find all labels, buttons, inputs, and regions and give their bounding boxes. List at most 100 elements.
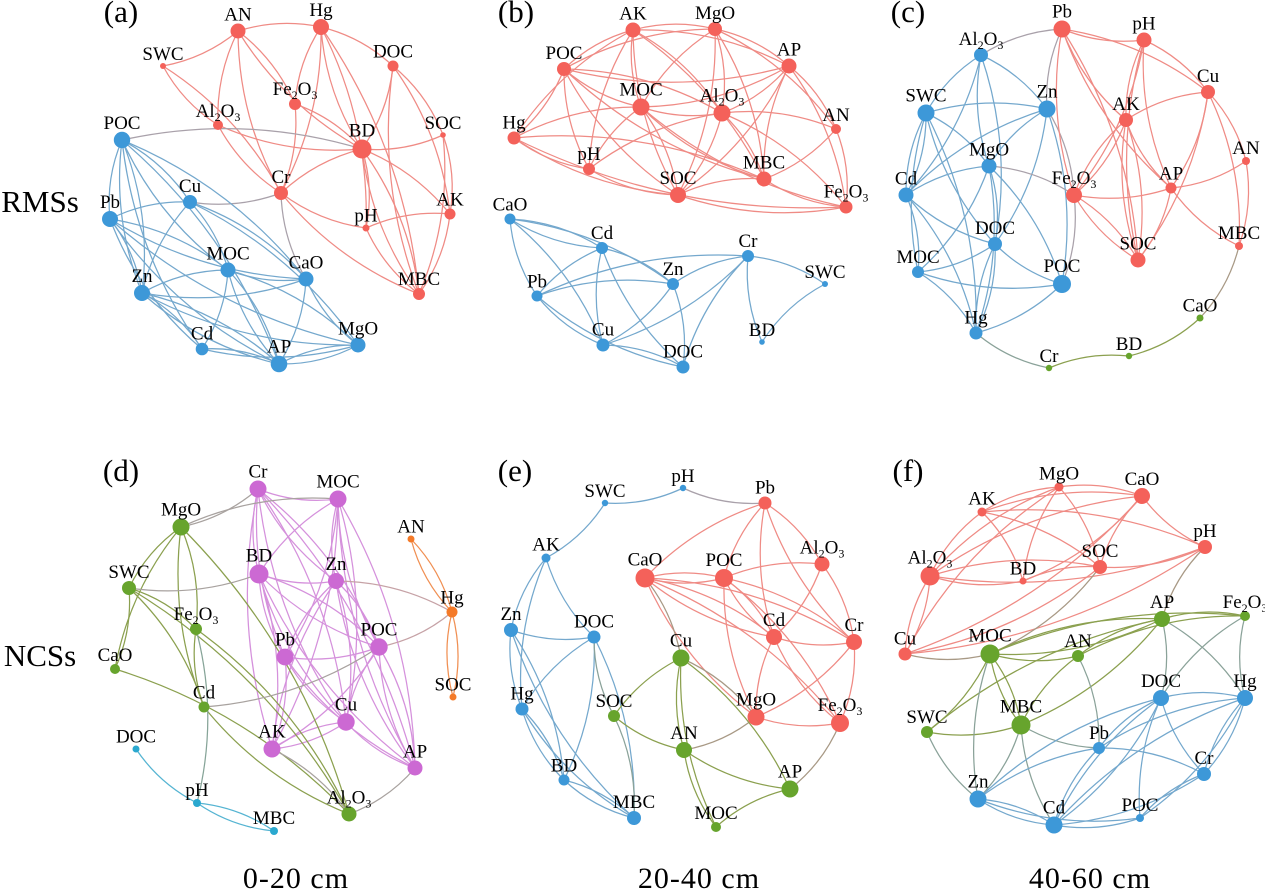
svg-text:SWC: SWC [906,707,947,728]
svg-text:RMSs: RMSs [1,184,79,219]
svg-text:Cu: Cu [179,176,202,197]
svg-text:(c): (c) [891,0,925,29]
svg-text:(e): (e) [498,453,532,488]
svg-text:SWC: SWC [584,481,625,502]
svg-text:SOC: SOC [596,691,633,712]
svg-text:NCSs: NCSs [4,638,76,673]
svg-text:Zn: Zn [500,604,522,625]
svg-text:AN: AN [397,517,425,538]
svg-text:Al2O3: Al2O3 [196,101,241,124]
svg-text:POC: POC [361,619,398,640]
svg-text:MgO: MgO [1039,464,1079,485]
svg-text:CaO: CaO [493,195,528,216]
svg-text:Zn: Zn [131,266,153,287]
svg-text:Fe2O3: Fe2O3 [824,182,869,205]
svg-text:BD: BD [349,121,375,142]
svg-text:DOC: DOC [574,612,614,633]
svg-text:CaO: CaO [1183,296,1218,317]
svg-text:Al2O3: Al2O3 [700,86,745,109]
svg-text:0-20 cm: 0-20 cm [243,862,349,894]
svg-text:AP: AP [403,742,427,763]
svg-text:MOC: MOC [968,626,1011,647]
svg-text:Fe2O3: Fe2O3 [174,604,219,627]
svg-text:Cd: Cd [591,223,614,244]
svg-text:Cr: Cr [845,615,865,636]
svg-text:(d): (d) [103,453,139,488]
svg-text:MOC: MOC [619,80,662,101]
svg-text:SWC: SWC [142,44,183,65]
svg-text:BD: BD [1116,334,1142,355]
svg-text:Al2O3: Al2O3 [959,29,1004,52]
svg-text:BD: BD [551,756,577,777]
svg-text:MgO: MgO [736,690,776,711]
svg-text:Cu: Cu [670,631,693,652]
svg-text:AK: AK [532,535,560,556]
svg-text:(b): (b) [498,0,534,29]
svg-text:Hg: Hg [510,684,534,705]
svg-text:20-40 cm: 20-40 cm [638,862,760,894]
svg-text:AK: AK [619,4,647,25]
svg-text:MOC: MOC [206,244,249,265]
svg-text:SOC: SOC [435,675,472,696]
svg-text:Pb: Pb [755,478,775,499]
svg-text:Cr: Cr [1195,748,1215,769]
svg-text:SOC: SOC [660,168,697,189]
svg-text:Pb: Pb [1052,2,1072,23]
svg-text:MBC: MBC [613,792,655,813]
svg-text:SWC: SWC [108,562,149,583]
svg-text:Zn: Zn [325,554,347,575]
svg-text:DOC: DOC [116,727,156,748]
svg-text:POC: POC [706,550,743,571]
svg-text:Hg: Hg [502,113,526,134]
svg-text:POC: POC [104,113,141,134]
svg-text:Hg: Hg [440,588,464,609]
svg-text:Cr: Cr [249,462,269,483]
svg-text:SWC: SWC [905,86,946,107]
svg-text:CaO: CaO [1125,469,1160,490]
svg-text:MOC: MOC [694,803,737,824]
svg-text:Fe2O3: Fe2O3 [1223,592,1265,615]
svg-text:AK: AK [436,190,464,211]
svg-text:AN: AN [670,723,698,744]
svg-text:Al2O3: Al2O3 [908,548,953,571]
svg-text:Zn: Zn [967,772,989,793]
svg-text:AK: AK [1112,94,1140,115]
svg-text:MgO: MgO [161,500,201,521]
svg-text:DOC: DOC [1141,671,1181,692]
svg-text:MBC: MBC [253,808,295,829]
svg-text:AP: AP [777,40,801,61]
svg-text:Cd: Cd [1043,798,1066,819]
svg-text:SOC: SOC [1120,234,1157,255]
svg-text:AN: AN [822,105,850,126]
svg-text:MOC: MOC [316,472,359,493]
svg-text:Cu: Cu [894,629,917,650]
svg-text:AN: AN [1232,138,1260,159]
svg-text:Cu: Cu [335,694,358,715]
svg-text:Pb: Pb [527,272,547,293]
svg-text:AN: AN [1064,631,1092,652]
svg-text:pH: pH [354,206,378,227]
svg-text:BD: BD [749,320,775,341]
svg-text:DOC: DOC [663,342,703,363]
svg-text:Fe2O3: Fe2O3 [273,79,318,102]
svg-text:Hg: Hg [309,0,333,21]
svg-text:Cr: Cr [739,231,759,252]
svg-text:SWC: SWC [804,262,845,283]
svg-text:Cd: Cd [763,610,786,631]
svg-text:CaO: CaO [98,645,133,666]
svg-text:POC: POC [1044,256,1081,277]
svg-text:Pb: Pb [100,192,120,213]
svg-text:MBC: MBC [1000,697,1042,718]
svg-text:CaO: CaO [289,253,324,274]
svg-text:Zn: Zn [662,259,684,280]
svg-text:AP: AP [267,337,291,358]
svg-text:Pb: Pb [275,630,295,651]
svg-text:CaO: CaO [628,550,663,571]
svg-text:AN: AN [224,5,252,26]
svg-text:MOC: MOC [896,247,939,268]
svg-text:Cr: Cr [272,167,292,188]
svg-text:Hg: Hg [964,308,988,329]
svg-text:MgO: MgO [338,319,378,340]
svg-text:Cu: Cu [1197,66,1220,87]
svg-text:MBC: MBC [743,153,785,174]
